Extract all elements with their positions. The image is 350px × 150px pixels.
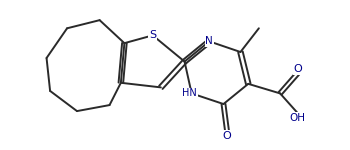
Text: HN: HN — [182, 88, 197, 98]
Text: S: S — [149, 30, 156, 40]
Text: OH: OH — [290, 113, 306, 123]
Text: O: O — [293, 64, 302, 74]
Text: N: N — [205, 36, 213, 46]
Text: O: O — [223, 131, 231, 141]
